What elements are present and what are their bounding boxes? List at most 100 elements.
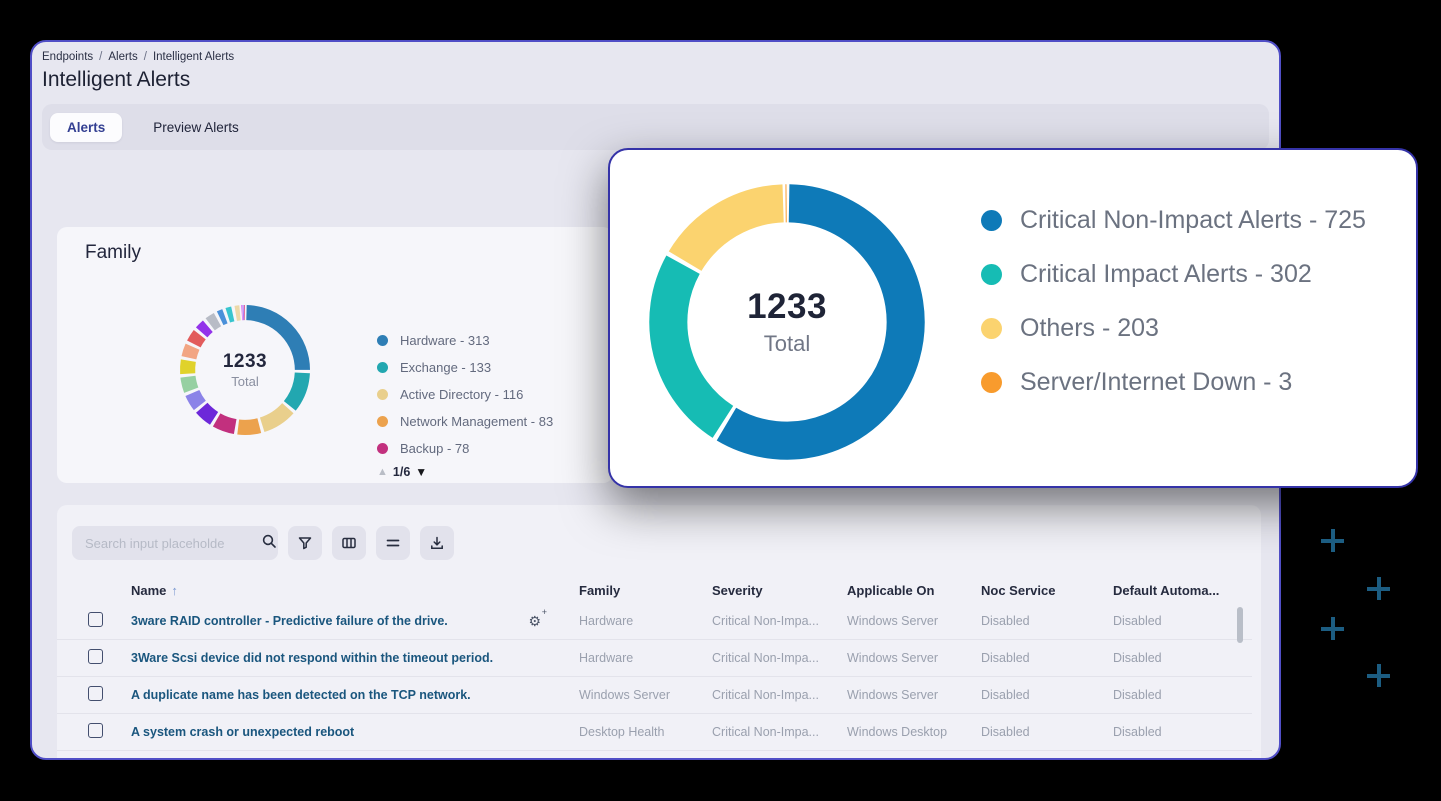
donut-segment[interactable]	[195, 320, 213, 338]
family-donut-svg	[179, 304, 311, 435]
donut-segment[interactable]	[181, 343, 200, 360]
alerts-summary-popup: 1233 Total Critical Non-Impact Alerts - …	[608, 148, 1418, 488]
legend-label: Active Directory - 116	[400, 387, 524, 402]
family-cell: Desktop Health	[579, 725, 665, 739]
family-donut-chart[interactable]: 1233 Total	[179, 304, 311, 436]
legend-pager-prev-icon[interactable]: ▲	[377, 466, 388, 478]
download-button[interactable]	[420, 526, 454, 560]
donut-segment[interactable]	[212, 413, 237, 435]
donut-segment[interactable]	[216, 309, 228, 326]
page-title: Intelligent Alerts	[42, 68, 191, 91]
row-density-button[interactable]	[376, 526, 410, 560]
legend-item[interactable]: Exchange - 133	[377, 360, 553, 375]
severity-cell: Critical Non-Impa...	[712, 688, 819, 702]
legend-dot-icon	[981, 372, 1002, 393]
severity-cell: Critical Non-Impa...	[712, 614, 819, 628]
donut-segment[interactable]	[237, 418, 262, 435]
breadcrumb-separator: /	[99, 51, 103, 63]
table-scrollbar[interactable]	[1237, 607, 1243, 643]
columns-button[interactable]	[332, 526, 366, 560]
column-header[interactable]: Applicable On	[847, 582, 935, 598]
legend-item[interactable]: Network Management - 83	[377, 414, 553, 429]
row-checkbox[interactable]	[88, 649, 103, 664]
sort-ascending-icon[interactable]: ↑	[171, 582, 178, 598]
legend-item[interactable]: Critical Non-Impact Alerts - 725	[981, 206, 1366, 235]
default-automation-cell: Disabled	[1113, 614, 1162, 628]
alerts-legend: Critical Non-Impact Alerts - 725 Critical…	[981, 206, 1366, 397]
legend-item[interactable]: Critical Impact Alerts - 302	[981, 260, 1366, 289]
family-legend: Hardware - 313 Exchange - 133 Active Direc…	[377, 333, 553, 456]
table-row[interactable]: 3Ware Scsi device did not respond within…	[57, 640, 1252, 677]
column-header[interactable]: Name ↑	[131, 582, 178, 598]
legend-item[interactable]: Others - 203	[981, 314, 1366, 343]
donut-segment[interactable]	[668, 184, 785, 272]
family-widget-card: Family 1233 Total Hardware - 313 Exchange…	[57, 227, 613, 483]
row-checkbox[interactable]	[88, 686, 103, 701]
noc-service-cell: Disabled	[981, 688, 1030, 702]
applicable-on-cell: Windows Server	[847, 651, 938, 665]
family-cell: Hardware	[579, 651, 634, 665]
severity-cell: Critical Non-Impa...	[712, 651, 819, 665]
legend-label: Critical Impact Alerts - 302	[1020, 260, 1312, 288]
donut-segment[interactable]	[187, 329, 206, 348]
alert-name-link[interactable]: 3ware RAID controller - Predictive failu…	[131, 614, 448, 628]
noc-service-cell: Disabled	[981, 614, 1030, 628]
filter-button[interactable]	[288, 526, 322, 560]
family-cell: Hardware	[579, 614, 634, 628]
legend-label: Network Management - 83	[400, 414, 554, 429]
alerts-donut-chart[interactable]: 1233 Total	[649, 184, 925, 460]
table-toolbar	[72, 526, 454, 560]
donut-segment[interactable]	[245, 305, 311, 371]
donut-segment[interactable]	[196, 402, 219, 425]
search-input[interactable]	[85, 535, 261, 551]
donut-segment[interactable]	[283, 372, 310, 411]
alert-name-link[interactable]: A system crash or unexpected reboot	[131, 725, 355, 739]
breadcrumb-item[interactable]: Endpoints	[42, 51, 94, 63]
legend-pager-next-icon[interactable]: ▼	[415, 465, 428, 479]
default-automation-cell: Disabled	[1113, 651, 1162, 665]
legend-pager: ▲ 1/6 ▼	[377, 465, 427, 479]
legend-item[interactable]: Server/Internet Down - 3	[981, 368, 1366, 397]
donut-segment[interactable]	[649, 255, 734, 438]
alert-name-link[interactable]: A duplicate name has been detected on th…	[131, 688, 471, 702]
column-header[interactable]: Severity	[712, 582, 763, 598]
breadcrumb: Endpoints / Alerts / Intelligent Alerts	[42, 51, 234, 63]
donut-segment[interactable]	[205, 312, 222, 331]
row-checkbox[interactable]	[88, 612, 103, 627]
legend-dot-icon	[377, 362, 388, 373]
legend-item[interactable]: Active Directory - 116	[377, 387, 553, 402]
applicable-on-cell: Windows Server	[847, 614, 938, 628]
table-row[interactable]: 3ware RAID controller - Predictive failu…	[57, 603, 1252, 640]
donut-segment[interactable]	[225, 306, 235, 323]
alert-name-link[interactable]: 3Ware Scsi device did not respond within…	[131, 651, 494, 665]
donut-segment[interactable]	[179, 359, 196, 375]
tab-bar: Alerts Preview Alerts	[42, 104, 1269, 150]
table-row[interactable]: A duplicate name has been detected on th…	[57, 677, 1252, 714]
legend-label: Backup - 78	[400, 441, 470, 456]
column-header[interactable]: Noc Service	[981, 582, 1056, 598]
legend-item[interactable]: Hardware - 313	[377, 333, 553, 348]
row-checkbox[interactable]	[88, 723, 103, 738]
gear-plus-icon[interactable]: ⚙	[528, 608, 546, 628]
donut-segment[interactable]	[259, 402, 294, 433]
tab-preview-alerts[interactable]: Preview Alerts	[153, 119, 239, 135]
legend-dot-icon	[377, 443, 388, 454]
breadcrumb-item[interactable]: Alerts	[108, 51, 138, 63]
breadcrumb-item: Intelligent Alerts	[152, 51, 235, 63]
search-icon[interactable]	[261, 533, 277, 554]
tab-alerts[interactable]: Alerts	[50, 112, 123, 142]
legend-item[interactable]: Backup - 78	[377, 441, 553, 456]
column-header[interactable]: Family	[579, 582, 621, 598]
search-box[interactable]	[72, 526, 278, 560]
donut-segment[interactable]	[234, 305, 241, 321]
donut-segment[interactable]	[180, 375, 199, 393]
table-row[interactable]: A system crash or unexpected reboot Deskt…	[57, 714, 1252, 751]
donut-segment[interactable]	[185, 389, 206, 411]
plus-decoration-icon	[1367, 664, 1390, 687]
plus-decoration-icon	[1367, 577, 1390, 600]
donut-segment[interactable]	[716, 184, 925, 460]
plus-decoration-icon	[1321, 529, 1344, 552]
column-header[interactable]: Default Automa...	[1113, 582, 1220, 598]
legend-dot-icon	[377, 389, 388, 400]
default-automation-cell: Disabled	[1113, 725, 1162, 739]
